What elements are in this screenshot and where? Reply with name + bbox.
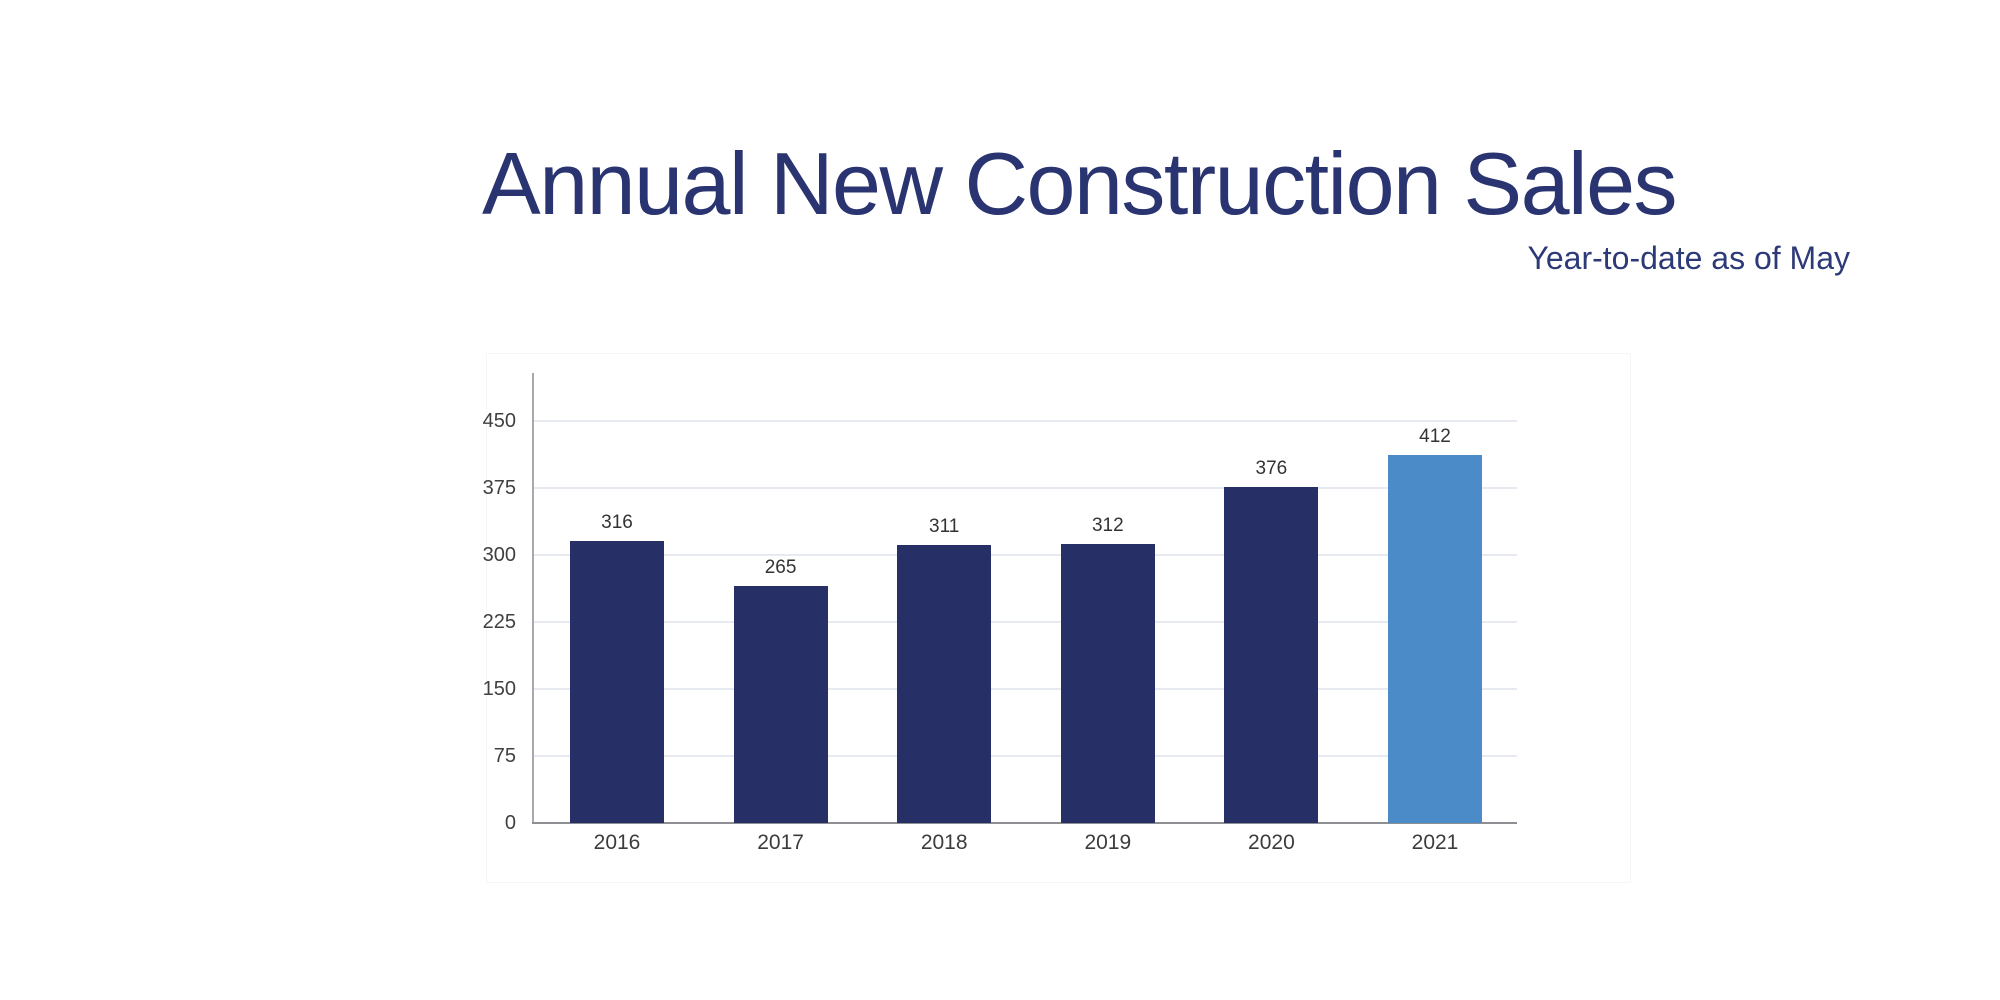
- gridline-450: [533, 420, 1517, 422]
- x-category-label-2019: 2019: [1084, 831, 1132, 854]
- chart-header: Annual New Construction Sales Year-to-da…: [482, 134, 1850, 276]
- y-tick-label-75: 75: [493, 745, 516, 767]
- gridline-75: [533, 755, 1517, 757]
- bar-slot-2018: 311: [897, 373, 992, 823]
- gridline-300: [533, 554, 1517, 556]
- bar-2017: [733, 586, 828, 823]
- chart-title: Annual New Construction Sales: [482, 134, 1678, 233]
- bar-value-label-2018: 311: [929, 516, 960, 538]
- y-tick-label-0: 0: [504, 812, 516, 834]
- bar-2018: [897, 545, 992, 823]
- chart-subtitle: Year-to-date as of May: [1527, 240, 1850, 276]
- bar-value-label-2021: 412: [1419, 425, 1451, 447]
- x-category-label-2017: 2017: [757, 831, 804, 854]
- bar-value-label-2019: 312: [1091, 515, 1124, 537]
- bar-chart-plot-area: 316 265 311 312 376 412: [532, 373, 1517, 824]
- gridline-375: [533, 487, 1517, 489]
- bar-slot-2016: 316: [570, 373, 664, 823]
- bar-2016: [570, 540, 664, 823]
- bar-value-label-2016: 316: [601, 511, 633, 533]
- bar-2021: [1388, 454, 1482, 823]
- bar-slot-2021: 412: [1388, 373, 1482, 823]
- bar-2019: [1060, 544, 1155, 823]
- bar-2020: [1224, 487, 1319, 823]
- y-tick-label-225: 225: [482, 611, 516, 633]
- x-category-label-2018: 2018: [920, 831, 968, 854]
- x-category-label-2016: 2016: [593, 831, 641, 854]
- y-tick-label-450: 450: [482, 410, 516, 432]
- y-axis-line: [532, 373, 534, 823]
- bar-slot-2020: 376: [1224, 373, 1319, 823]
- y-tick-label-375: 375: [482, 477, 516, 499]
- y-tick-label-150: 150: [482, 678, 516, 700]
- x-category-label-2021: 2021: [1411, 831, 1459, 854]
- bar-value-label-2020: 376: [1255, 458, 1288, 480]
- x-axis-line: [532, 822, 1517, 824]
- y-tick-label-300: 300: [482, 544, 516, 566]
- gridline-150: [533, 688, 1517, 690]
- x-category-label-2020: 2020: [1248, 831, 1295, 854]
- gridline-225: [533, 621, 1517, 623]
- bar-slot-2017: 265: [733, 373, 828, 823]
- bar-slot-2019: 312: [1060, 373, 1155, 823]
- bar-value-label-2017: 265: [764, 557, 797, 579]
